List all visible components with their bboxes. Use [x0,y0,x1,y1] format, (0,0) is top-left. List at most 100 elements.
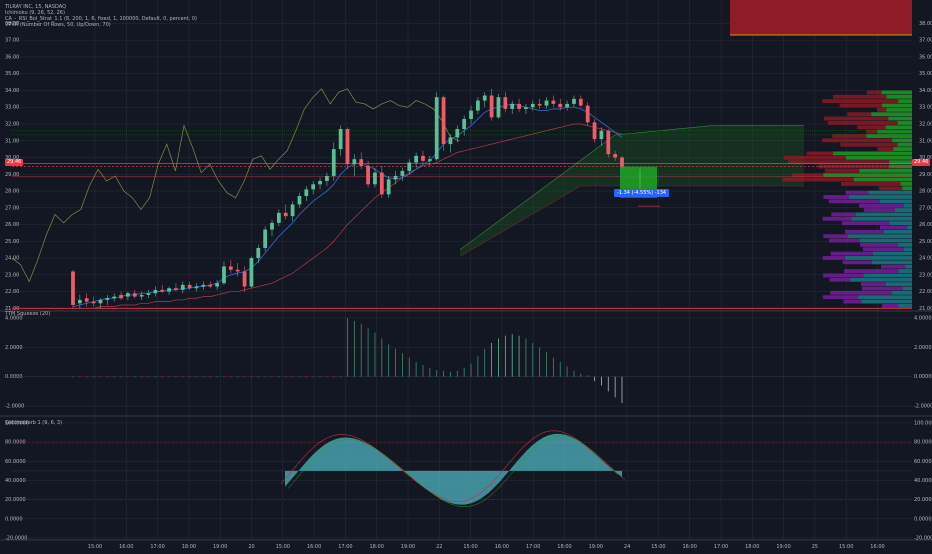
y-tick-right: 31.00 [919,138,932,144]
x-tick-label: 17:00 [526,544,540,550]
candle-body [572,98,576,104]
y-tick-right: 21.00 [919,306,932,312]
candle-body [620,157,624,168]
ttm-dot [168,375,170,378]
candle-body [434,97,439,160]
vp-bar-up [886,94,912,99]
x-tick-label: 15:00 [651,544,665,550]
vp-bar-up [855,212,912,217]
vp-bar-up [894,208,912,212]
vp-bar-down [841,181,901,186]
vp-bar-down [843,299,862,304]
ttm-dot [257,375,260,378]
vp-top-block [730,0,912,35]
y-tick-left: 28.00 [5,189,19,195]
vp-bar-up [903,247,912,252]
candle-body [359,159,364,166]
vp-bar-down [830,290,893,295]
vp-bar-up [900,181,912,186]
vp-bar-down [831,212,856,217]
ttm-dot [85,375,88,378]
y-tick-left: 21.00 [5,306,19,312]
vp-bar-up [888,116,912,121]
x-tick-label: 17:00 [714,544,728,550]
vp-bar-up [863,273,912,278]
vp-bar-down [829,277,851,282]
vp-bar-up [898,269,912,273]
gold-tick-right: 20.0000 [914,497,932,503]
ttm-tick-left: 4.0000 [5,315,23,321]
x-tick-label: 15:00 [463,544,477,550]
ttm-tick-left: 2.0000 [5,345,23,351]
vp-bar-down [832,94,887,99]
candle-body [373,172,377,185]
candle-body [489,95,494,118]
price-tag-left: 29.46 [5,159,24,166]
y-tick-right: 27.00 [919,205,932,211]
ttm-tick-left: -2.0000 [5,404,24,410]
candle-body [256,248,261,259]
vp-bar-down [844,229,884,234]
gold-line-green [287,435,626,507]
pnl-label: -1.34 (-4.55%) -134 [614,189,670,197]
vp-bar-up [859,238,912,243]
vp-bar-down [879,225,908,230]
ttm-dot [291,375,294,378]
vp-bar-up [898,99,912,104]
candle-body [379,172,384,195]
vp-bar-up [889,221,912,226]
candle-body [510,103,515,109]
candle-body [366,165,370,185]
vp-bar-up [881,103,912,108]
y-tick-left: 32.00 [5,122,19,128]
x-tick-label: 15:00 [88,544,102,550]
gold-tick-left: 60.0000 [5,459,26,465]
vp-bar-up [897,120,912,125]
vp-bar-down [882,303,899,308]
vp-bar-down [880,264,906,269]
y-tick-left: 35.00 [5,71,19,77]
candle-body [180,284,185,290]
candle-body [606,130,611,155]
gold-tick-left: 0.0000 [5,516,23,522]
vp-bar-up [845,256,912,260]
ttm-dot [243,375,246,378]
vp-bar-up [861,299,912,304]
y-tick-left: 22.00 [5,289,19,295]
legend-vpvr: VPVR (Number Of Rows, 50, Up/Down, 70) [5,22,111,28]
ttm-dot [72,375,74,378]
gold-tick-left: 80.0000 [5,440,26,446]
candle-body [599,130,604,140]
vp-bar-up [866,134,912,138]
gold-area [285,433,622,505]
ttm-dot [113,375,115,378]
candle-body [112,296,117,299]
y-tick-left: 31.00 [5,138,19,144]
vp-bar-down [783,155,846,160]
candle-body [132,293,137,297]
candle-body [91,301,96,304]
vp-bar-down [828,199,880,204]
vp-bar-down [822,256,846,260]
vp-bar-up [885,282,912,287]
candle-body [578,98,583,106]
candle-body [407,162,412,171]
vp-bar-up [847,234,912,239]
vp-bar-up [851,216,912,221]
y-tick-left: 33.00 [5,105,19,111]
vp-bar-up [881,90,912,95]
vp-bar-up [823,173,912,178]
gold-pane-title: Goldmoderb 1 (9, 6, 3) [5,420,63,426]
candle-body [160,289,165,292]
ttm-tick-right: 4.0000 [914,315,932,321]
vp-bar-down [844,269,899,273]
vp-bar-up [845,155,912,160]
ttm-dot [127,375,129,378]
vp-bar-down [840,142,898,147]
legend-ichimoku: Ichimoku (9, 26, 52, 26) [5,10,65,16]
vp-bar-up [883,229,912,234]
vp-bar-down [822,295,859,300]
vp-bar-down [830,251,873,256]
